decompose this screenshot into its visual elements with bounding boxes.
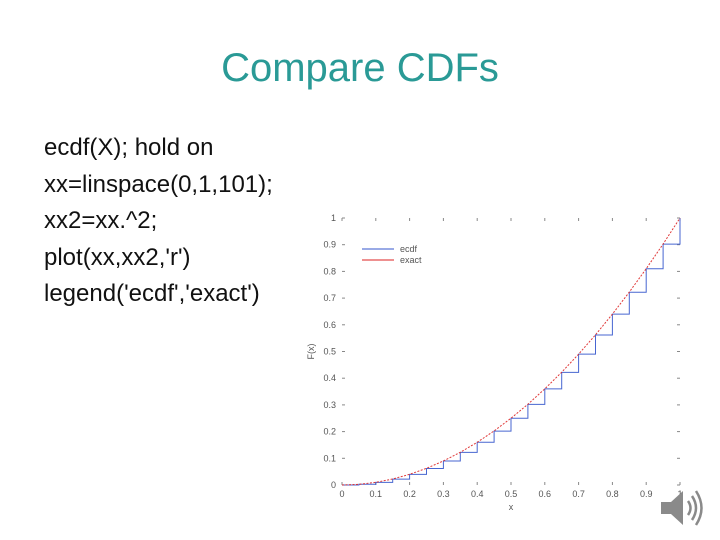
x-tick-label: 0 — [339, 489, 344, 499]
plot-labels: 0 0.1 0.2 0.3 0.4 0.5 0.6 0.7 0.8 0.9 1 0 0.1 0.2 0.3 0… — [306, 213, 683, 512]
x-tick-label: 0.4 — [471, 489, 484, 499]
x-tick-label: 0.8 — [606, 489, 619, 499]
x-tick-label: 0.2 — [403, 489, 416, 499]
y-tick-label: 0.3 — [323, 400, 336, 410]
y-tick-label: 0.8 — [323, 266, 336, 276]
y-tick-label: 0.1 — [323, 453, 336, 463]
x-tick-label: 0.9 — [640, 489, 653, 499]
y-tick-label: 1 — [331, 213, 336, 223]
x-tick-label: 0.6 — [539, 489, 552, 499]
y-tick-label: 0 — [331, 480, 336, 490]
plot-axes — [341, 217, 681, 486]
y-tick-label: 0.2 — [323, 427, 336, 437]
legend-entry: ecdf — [400, 244, 418, 254]
code-line: plot(xx,xx2,'r') — [44, 243, 191, 271]
x-axis-label: x — [509, 502, 514, 512]
code-line: ecdf(X); hold on — [44, 134, 214, 161]
y-tick-label: 0.9 — [323, 240, 336, 250]
series-line-exact — [341, 217, 681, 486]
y-tick-label: 0.7 — [323, 293, 336, 303]
code-line: xx2=xx.^2; — [44, 207, 158, 234]
x-tick-label: 0.7 — [572, 489, 585, 499]
series-line-ecdf — [342, 218, 681, 486]
plot-series — [341, 217, 681, 486]
x-tick-label: 0.1 — [370, 489, 383, 499]
y-axis-label: F(x) — [306, 344, 316, 360]
y-tick-label: 0.4 — [323, 373, 336, 383]
x-tick-label: 0.5 — [505, 489, 518, 499]
slide-title: Compare CDFs — [221, 46, 499, 90]
code-line: legend('ecdf','exact') — [44, 280, 260, 307]
code-line: xx=linspace(0,1,101); — [44, 170, 273, 198]
code-block: ecdf(X); hold on xx=linspace(0,1,101); x… — [44, 130, 273, 313]
legend-entry: exact — [400, 255, 422, 265]
speaker-icon[interactable] — [655, 482, 707, 534]
y-tick-label: 0.6 — [323, 320, 336, 330]
x-tick-label: 0.3 — [437, 489, 450, 499]
y-tick-label: 0.5 — [323, 347, 336, 357]
